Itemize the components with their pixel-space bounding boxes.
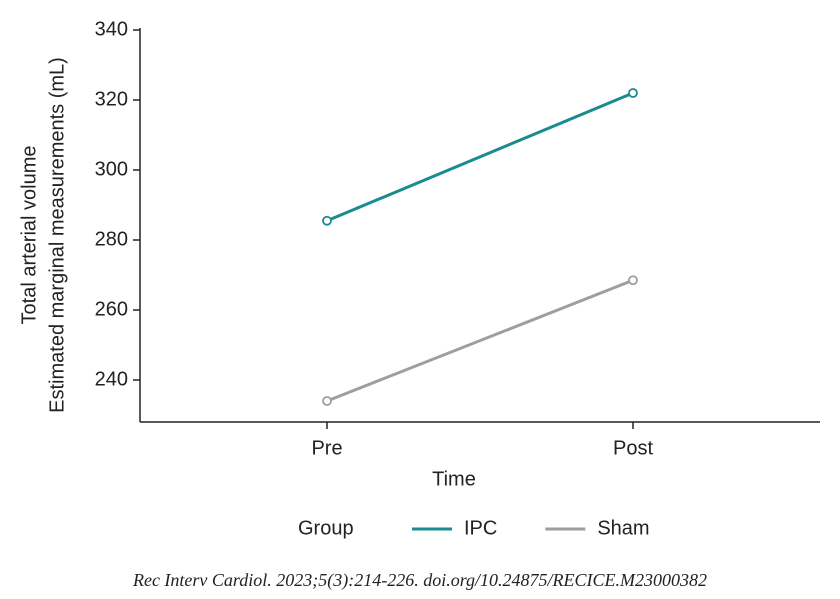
legend-title: Group (298, 517, 354, 539)
point (628, 88, 638, 98)
y-axis-label: Total arterial volume (18, 146, 40, 325)
legend-label: IPC (464, 517, 497, 539)
series-line (326, 91, 634, 223)
x-tick-label: Post (613, 437, 653, 459)
x-axis-label: Time (432, 468, 476, 490)
series-line (326, 278, 634, 403)
point (628, 275, 638, 286)
y-axis-label: Estimated marginal measurements (mL) (46, 57, 68, 413)
y-tick-label: 280 (95, 228, 128, 250)
caption: Rec Interv Cardiol. 2023;5(3):214-226. d… (132, 570, 707, 591)
y-tick-label: 240 (95, 368, 128, 390)
legend-label: Sham (597, 517, 649, 539)
y-tick-label: 300 (95, 158, 128, 180)
point (322, 215, 332, 226)
y-tick-label: 320 (95, 88, 128, 110)
x-tick-label: Pre (311, 437, 342, 459)
point (322, 396, 332, 406)
y-tick-label: 340 (95, 18, 128, 40)
y-tick-label: 260 (95, 298, 128, 320)
